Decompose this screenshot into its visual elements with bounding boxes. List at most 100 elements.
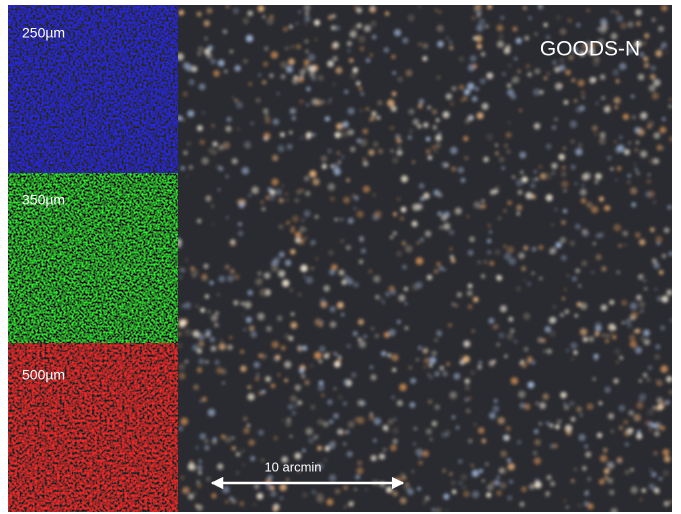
source xyxy=(648,174,650,176)
source xyxy=(327,60,334,67)
source xyxy=(284,379,288,383)
source xyxy=(636,295,642,301)
source xyxy=(237,199,242,204)
source xyxy=(323,285,329,291)
source xyxy=(429,363,433,367)
source xyxy=(199,400,202,403)
source xyxy=(322,394,325,397)
source xyxy=(534,481,541,488)
source xyxy=(418,43,421,46)
source xyxy=(619,63,626,70)
source xyxy=(331,26,336,31)
source xyxy=(310,405,315,410)
source xyxy=(424,358,430,364)
source xyxy=(534,439,541,446)
source xyxy=(347,49,350,52)
source xyxy=(368,270,372,274)
source xyxy=(406,70,413,77)
source xyxy=(458,459,462,463)
source xyxy=(653,158,659,164)
source xyxy=(644,63,649,68)
source xyxy=(439,11,442,14)
source xyxy=(315,38,318,41)
source xyxy=(290,395,297,402)
source xyxy=(318,75,324,81)
source xyxy=(467,290,473,296)
source xyxy=(657,296,662,301)
source xyxy=(193,330,200,337)
source xyxy=(213,70,220,77)
source xyxy=(391,55,395,59)
source xyxy=(473,64,477,68)
source xyxy=(317,446,322,451)
source xyxy=(314,20,320,26)
source xyxy=(305,39,309,43)
source xyxy=(225,126,231,132)
source xyxy=(624,149,630,155)
source xyxy=(450,102,454,106)
scale-label: 10 arcmin xyxy=(264,459,321,474)
source xyxy=(416,257,424,265)
source xyxy=(432,421,438,427)
source xyxy=(294,75,298,79)
source xyxy=(363,161,368,166)
source xyxy=(355,475,360,480)
source xyxy=(409,402,415,408)
source xyxy=(521,486,527,492)
source xyxy=(266,196,270,200)
source xyxy=(396,251,402,257)
source xyxy=(647,409,654,416)
source xyxy=(502,72,506,76)
source xyxy=(435,9,438,12)
source xyxy=(441,214,448,221)
source xyxy=(642,488,646,492)
source xyxy=(408,14,415,21)
source xyxy=(501,468,508,475)
source xyxy=(439,132,441,134)
source xyxy=(269,14,273,18)
source xyxy=(204,48,211,55)
source xyxy=(551,163,557,169)
source xyxy=(263,108,268,113)
source xyxy=(532,247,536,251)
source xyxy=(615,179,617,181)
source xyxy=(565,70,570,75)
source xyxy=(650,74,656,80)
source xyxy=(539,277,542,280)
source xyxy=(463,491,470,498)
source xyxy=(298,10,301,13)
source xyxy=(298,400,303,405)
source xyxy=(390,127,393,130)
source xyxy=(409,129,413,133)
source xyxy=(610,9,614,13)
source xyxy=(553,444,558,449)
source xyxy=(342,121,349,128)
source xyxy=(258,430,264,436)
source xyxy=(504,209,507,212)
source xyxy=(497,343,500,346)
source xyxy=(495,151,499,155)
source xyxy=(463,96,468,101)
source xyxy=(546,144,552,150)
source xyxy=(496,490,501,495)
source xyxy=(614,348,620,354)
source xyxy=(302,449,306,453)
source xyxy=(412,221,418,227)
source xyxy=(546,475,551,480)
source xyxy=(494,399,498,403)
source xyxy=(468,284,473,289)
source xyxy=(570,342,577,349)
source xyxy=(319,346,325,352)
source xyxy=(423,193,430,200)
source xyxy=(617,457,622,462)
source xyxy=(370,53,373,56)
source xyxy=(472,329,475,332)
source xyxy=(641,274,645,278)
source xyxy=(181,166,185,170)
source xyxy=(458,56,464,62)
source xyxy=(574,351,578,355)
source xyxy=(555,83,562,90)
source xyxy=(385,292,390,297)
source xyxy=(417,124,421,128)
source xyxy=(586,202,592,208)
